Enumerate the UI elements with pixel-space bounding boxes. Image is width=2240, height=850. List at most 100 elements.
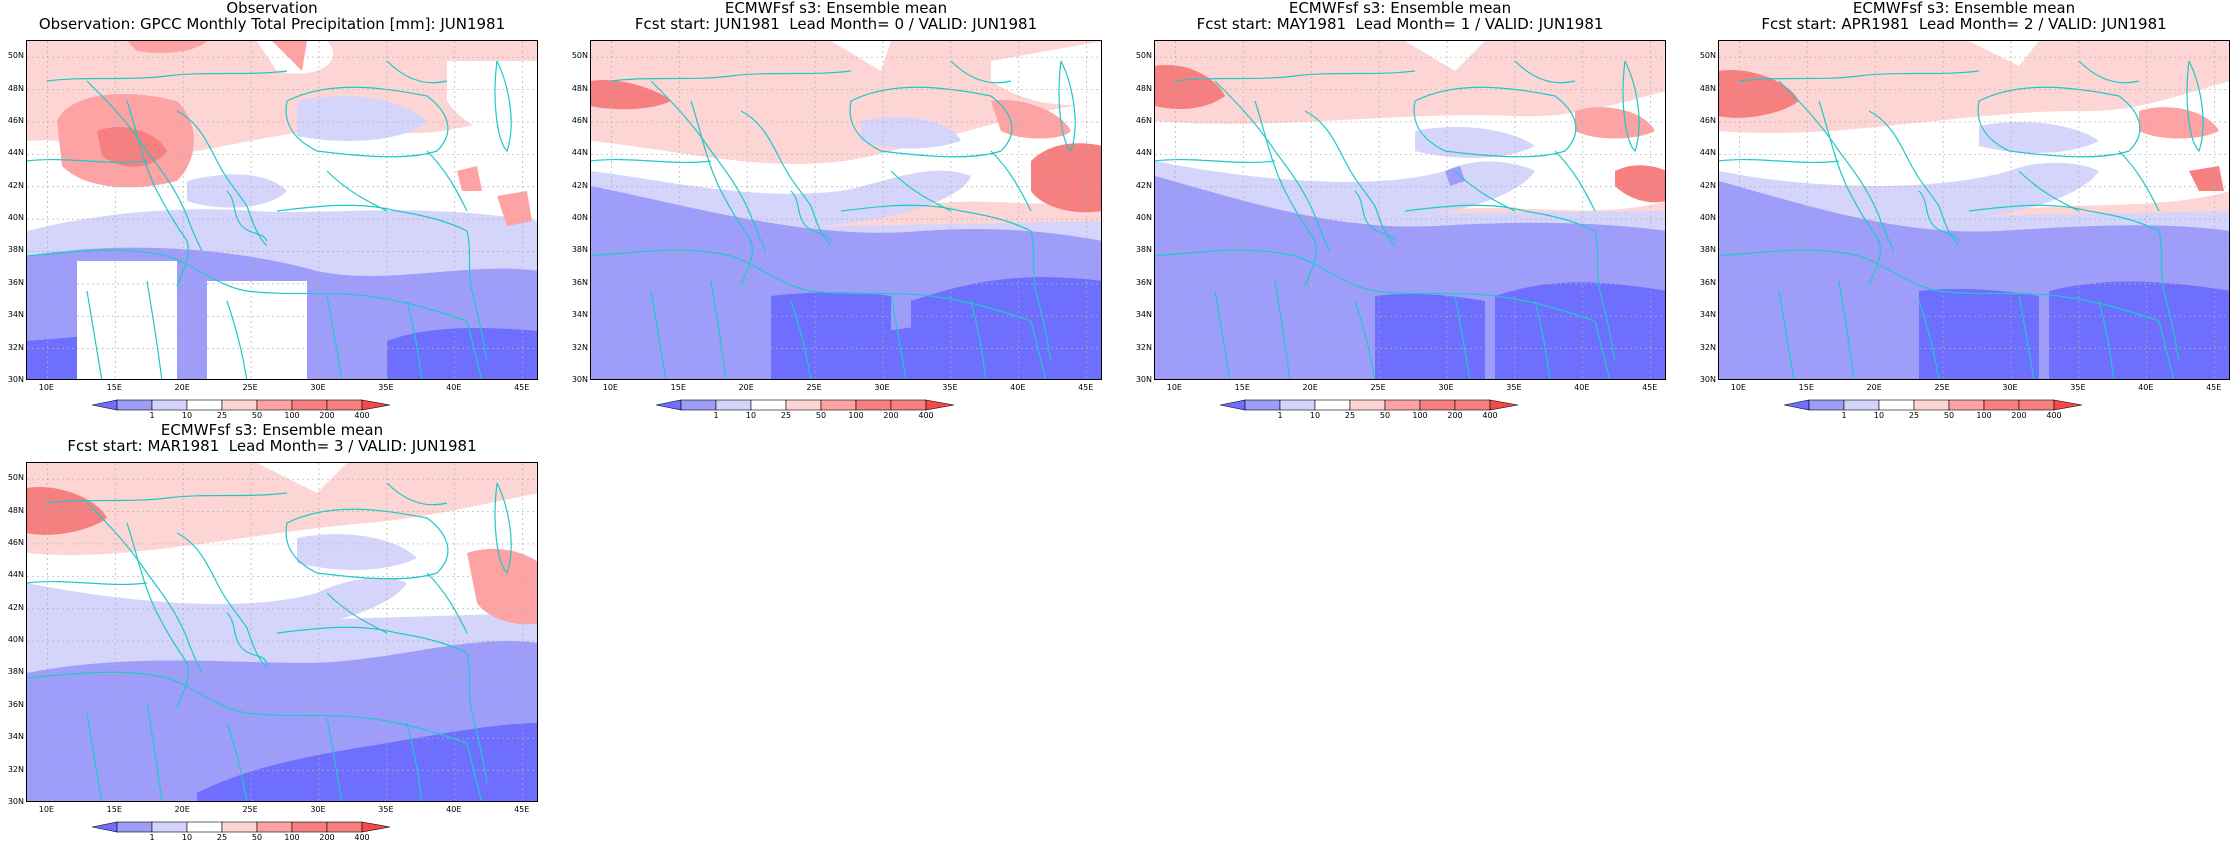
lat-tick-label: 40N [1699,213,1716,223]
coastline [285,508,449,580]
coastline [176,532,268,669]
lat-tick-label: 30N [571,375,588,384]
coastline [146,702,163,801]
lon-tick-label: 35E [378,805,394,814]
coastline [86,80,203,252]
lat-tick-label: 34N [1699,310,1716,320]
legend-tick-label: 1 [1841,411,1847,420]
coastline [591,249,1032,322]
coastline [1778,290,1795,379]
legend-swatch [291,399,328,411]
lat-tick-label: 46N [571,115,588,125]
coastline [1738,70,1980,82]
lat-tick-label: 36N [7,699,24,709]
lon-tick-label: 40E [446,805,462,814]
legend-tick-label: 50 [251,411,263,420]
lat-tick-label: 50N [1699,51,1716,61]
panel-forecast-lead0: ECMWFsf s3: Ensemble mean Fcst start: JU… [564,0,1108,430]
lon-tick-label: 45E [1078,383,1094,392]
coastline [1214,290,1231,379]
lat-tick-label: 32N [1135,342,1152,352]
panel-subtitle: Fcst start: JUN1981 Lead Month= 0 / VALI… [634,15,1038,33]
precipitation-map [26,40,538,380]
coastline [1413,86,1577,158]
legend-tick-label: 100 [848,411,864,420]
legend-tick-label: 1 [149,833,155,842]
coastline [1534,300,1551,379]
legend-swatch [820,399,857,411]
coastlines [591,60,1076,379]
panel-forecast-lead1: ECMWFsf s3: Ensemble mean Fcst start: MA… [1128,0,1672,430]
coastline [1454,170,1516,212]
legend-tick-label: 200 [883,411,899,420]
legend-swatch [890,399,927,411]
coastline [1058,60,1076,153]
coastline [466,652,488,784]
legend-arrow-high [361,399,391,411]
legend-swatch [116,399,153,411]
legend-tick-label: 50 [1379,411,1391,420]
coastline [426,572,468,634]
legend-arrow-high [1489,399,1519,411]
coastline [1514,60,1576,84]
lon-tick-label: 25E [242,383,258,392]
panel-observation: Observation Observation: GPCC Monthly To… [0,0,544,430]
legend-swatch [326,399,363,411]
lat-tick-label: 38N [7,245,24,255]
coastline [2018,170,2080,212]
coastline [226,612,268,664]
lat-tick-label: 40N [7,635,24,645]
lat-tick-label: 36N [7,277,24,287]
coastline [226,722,248,801]
coastline [386,60,448,84]
lat-tick-label: 48N [571,83,588,93]
lat-tick-label: 50N [7,473,24,483]
lon-tick-label: 20E [738,383,754,392]
lat-tick-label: 40N [571,213,588,223]
coastline [46,70,288,82]
coastline [1719,158,1840,164]
coastline [1918,190,1960,242]
coastline [276,204,468,232]
lon-tick-label: 30E [310,805,326,814]
coastline [1594,320,1611,379]
lat-tick-label: 32N [7,764,24,774]
legend-swatch [1279,399,1316,411]
coastline [326,170,388,212]
panel-title: ECMWFsf s3: Ensemble mean [160,421,384,439]
coastline [970,300,987,379]
legend-arrow-high [361,821,391,833]
legend-swatch [1808,399,1845,411]
coastline [849,86,1013,158]
legend-tick-label: 200 [319,411,335,420]
legend-swatch [291,821,328,833]
coastline [27,158,148,164]
coastline [1214,80,1331,252]
legend-swatch [680,399,717,411]
lon-tick-label: 20E [1866,383,1882,392]
legend-swatch [1349,399,1386,411]
coastline [1977,86,2141,158]
legend-swatch [326,821,363,833]
coastline [406,722,423,801]
lon-tick-label: 10E [1730,383,1746,392]
panel-subtitle: Fcst start: MAY1981 Lead Month= 1 / VALI… [1196,15,1604,33]
coastline [27,580,148,586]
legend-tick-label: 400 [354,411,370,420]
lat-tick-label: 42N [1699,180,1716,190]
lat-tick-label: 42N [7,180,24,190]
lat-tick-label: 30N [7,375,24,384]
lat-tick-label: 30N [7,797,24,806]
legend-tick-label: 1 [713,411,719,420]
lat-tick-label: 48N [7,505,24,515]
coastline [466,230,488,362]
lat-tick-label: 50N [571,51,588,61]
lon-tick-label: 15E [1798,383,1814,392]
lon-tick-label: 45E [514,805,530,814]
coastlines [27,482,512,801]
legend-tick-label: 10 [1873,411,1885,420]
coastline [466,320,483,379]
panel-title: ECMWFsf s3: Ensemble mean [1288,0,1512,17]
legend-swatch [186,399,223,411]
lon-tick-label: 35E [1506,383,1522,392]
